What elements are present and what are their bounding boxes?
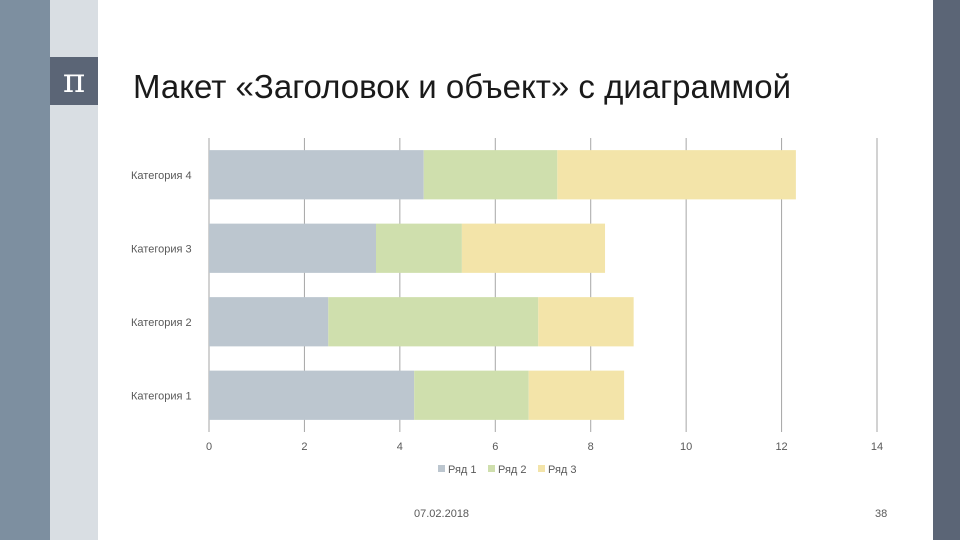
x-tick-label-5: 10 xyxy=(680,441,692,453)
x-tick-label-2: 4 xyxy=(397,441,403,453)
legend-label-3: Ряд 3 xyxy=(548,464,577,476)
slide-title: Макет «Заголовок и объект» с диаграммой xyxy=(133,68,792,105)
pi-logo-icon: π xyxy=(50,57,98,105)
legend-label-1: Ряд 1 xyxy=(448,464,477,476)
bar-cat1-series1 xyxy=(209,370,415,420)
category-label-2: Категория 2 xyxy=(131,317,192,329)
category-label-1: Категория 1 xyxy=(131,390,192,402)
bar-cat2-series3 xyxy=(538,297,634,347)
x-tick-label-0: 0 xyxy=(206,441,212,453)
legend-swatch-2 xyxy=(488,465,495,472)
left-accent-bar xyxy=(0,0,50,540)
x-tick-label-4: 8 xyxy=(588,441,594,453)
slide-page-number: 38 xyxy=(875,508,888,520)
legend-label-2: Ряд 2 xyxy=(498,464,527,476)
legend-swatch-1 xyxy=(438,465,445,472)
bar-cat3-series3 xyxy=(461,223,606,273)
bar-cat1-series3 xyxy=(528,370,625,420)
x-tick-label-6: 12 xyxy=(775,441,787,453)
bar-cat2-series1 xyxy=(209,297,329,347)
bar-cat2-series2 xyxy=(328,297,539,347)
right-accent-bar xyxy=(933,0,960,540)
bar-cat3-series1 xyxy=(209,223,376,273)
category-label-3: Категория 3 xyxy=(131,243,192,255)
category-label-4: Категория 4 xyxy=(131,170,192,182)
bar-cat1-series2 xyxy=(414,370,529,420)
bar-cat4-series1 xyxy=(209,150,424,200)
slide-date: 07.02.2018 xyxy=(414,508,470,520)
x-tick-label-1: 2 xyxy=(301,441,307,453)
bar-cat4-series2 xyxy=(423,150,558,200)
legend-swatch-3 xyxy=(538,465,545,472)
x-tick-label-3: 6 xyxy=(492,441,498,453)
x-tick-label-7: 14 xyxy=(871,441,883,453)
bar-cat4-series3 xyxy=(557,150,796,200)
bar-cat3-series2 xyxy=(376,223,462,273)
